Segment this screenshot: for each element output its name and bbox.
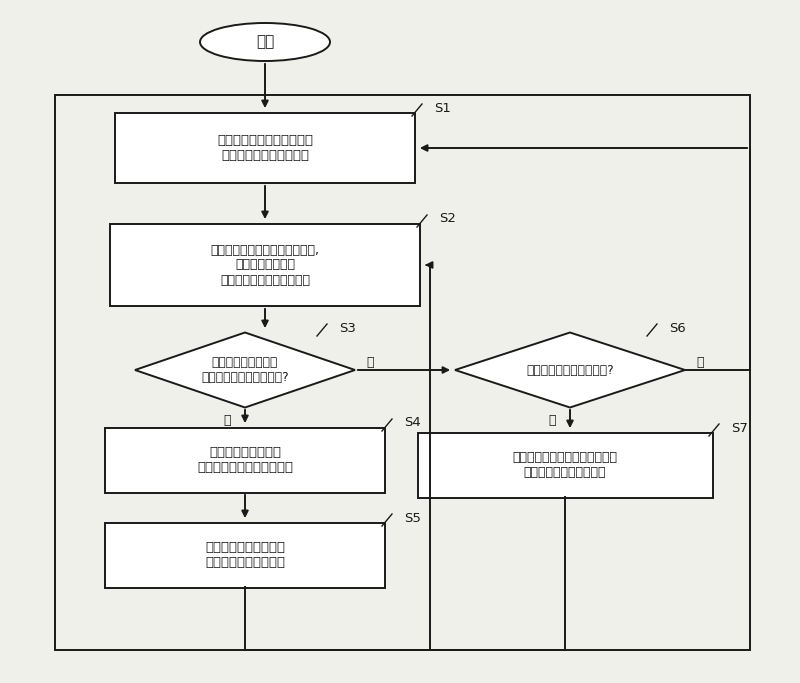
- Bar: [105, 428, 385, 492]
- Bar: [105, 522, 385, 587]
- Text: S2: S2: [439, 212, 456, 225]
- Text: S5: S5: [404, 512, 421, 525]
- Text: 需求控制装置断开供向
特定负载或家电的电力: 需求控制装置断开供向 特定负载或家电的电力: [205, 541, 285, 569]
- Text: S1: S1: [434, 102, 451, 115]
- Text: 是: 是: [548, 415, 556, 428]
- Polygon shape: [135, 333, 355, 408]
- Text: 开始: 开始: [256, 35, 274, 49]
- Text: S7: S7: [731, 421, 748, 434]
- Text: 是否向主服务器传送数据?: 是否向主服务器传送数据?: [526, 363, 614, 376]
- Bar: [55, 95, 750, 650]
- Text: 否: 否: [696, 355, 704, 369]
- Text: 根据上述价目表的电力控制程序,
通过需求控制装置
对各种负载的动作进行控制: 根据上述价目表的电力控制程序, 通过需求控制装置 对各种负载的动作进行控制: [210, 244, 319, 286]
- Text: 否: 否: [366, 355, 374, 369]
- Text: 是: 是: [223, 415, 230, 428]
- Bar: [115, 113, 415, 183]
- Bar: [110, 224, 420, 306]
- Text: S4: S4: [404, 417, 421, 430]
- Text: 根据价目表判断是否
到达停止负载工作的时间?: 根据价目表判断是否 到达停止负载工作的时间?: [201, 356, 289, 384]
- Polygon shape: [455, 333, 685, 408]
- Text: S3: S3: [339, 322, 356, 335]
- Text: 将储存在存储器中的各种计量和
监视数据上传给主服务器: 将储存在存储器中的各种计量和 监视数据上传给主服务器: [513, 451, 618, 479]
- Text: S6: S6: [669, 322, 686, 335]
- Bar: [418, 432, 713, 497]
- Text: 电子计量装置向需求
控制装置传送电力断开指令: 电子计量装置向需求 控制装置传送电力断开指令: [197, 446, 293, 474]
- Text: 电子计量装置将用户所选择
的价目表设定到存储器中: 电子计量装置将用户所选择 的价目表设定到存储器中: [217, 134, 313, 162]
- Ellipse shape: [200, 23, 330, 61]
